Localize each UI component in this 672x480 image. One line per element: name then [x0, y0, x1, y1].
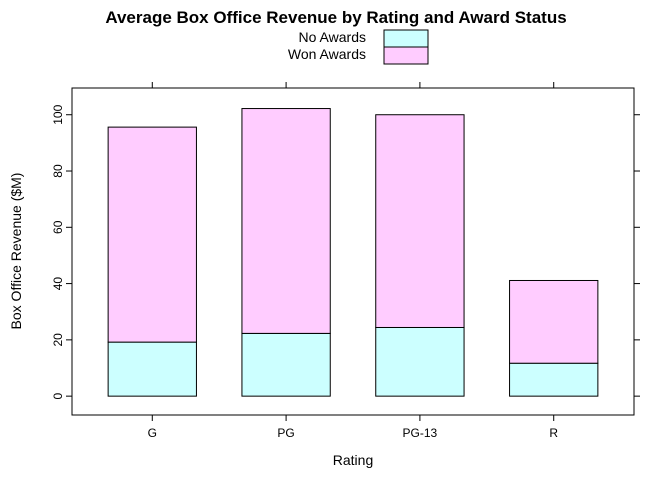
y-tick-label: 40 [51, 277, 65, 291]
x-tick-label-r: R [549, 426, 558, 440]
x-axis: G PG PG-13 R [148, 82, 558, 440]
bar-r-won-awards [509, 279, 599, 364]
legend-label-won-awards: Won Awards [288, 46, 366, 62]
chart-title: Average Box Office Revenue by Rating and… [105, 8, 566, 27]
x-tick-label-pg: PG [277, 426, 294, 440]
y-axis-label: Box Office Revenue ($M) [8, 173, 24, 330]
x-tick-label-pg-13: PG-13 [403, 426, 438, 440]
y-tick-label: 100 [51, 104, 65, 124]
bar-g-won-awards [107, 126, 197, 343]
plot-frame [71, 87, 635, 416]
y-tick-label: 20 [51, 333, 65, 347]
y-tick-label: 80 [51, 164, 65, 178]
legend-swatch-no-awards [383, 29, 429, 48]
bar-g-no-awards [107, 341, 197, 397]
bar-pg-13-won-awards [375, 114, 465, 328]
bar-pg-13-no-awards [375, 326, 465, 397]
x-axis-label: Rating [333, 452, 373, 468]
bar-pg-no-awards [241, 332, 331, 397]
x-tick-label-g: G [148, 426, 157, 440]
legend-label-no-awards: No Awards [299, 29, 366, 45]
legend-swatch-won-awards [383, 46, 429, 65]
y-axis: 0 20 40 60 80 100 [51, 104, 640, 399]
bars [107, 108, 599, 397]
bar-pg-won-awards [241, 108, 331, 334]
y-tick-label: 60 [51, 220, 65, 234]
y-tick-label: 0 [51, 392, 65, 399]
bar-r-no-awards [509, 362, 599, 397]
